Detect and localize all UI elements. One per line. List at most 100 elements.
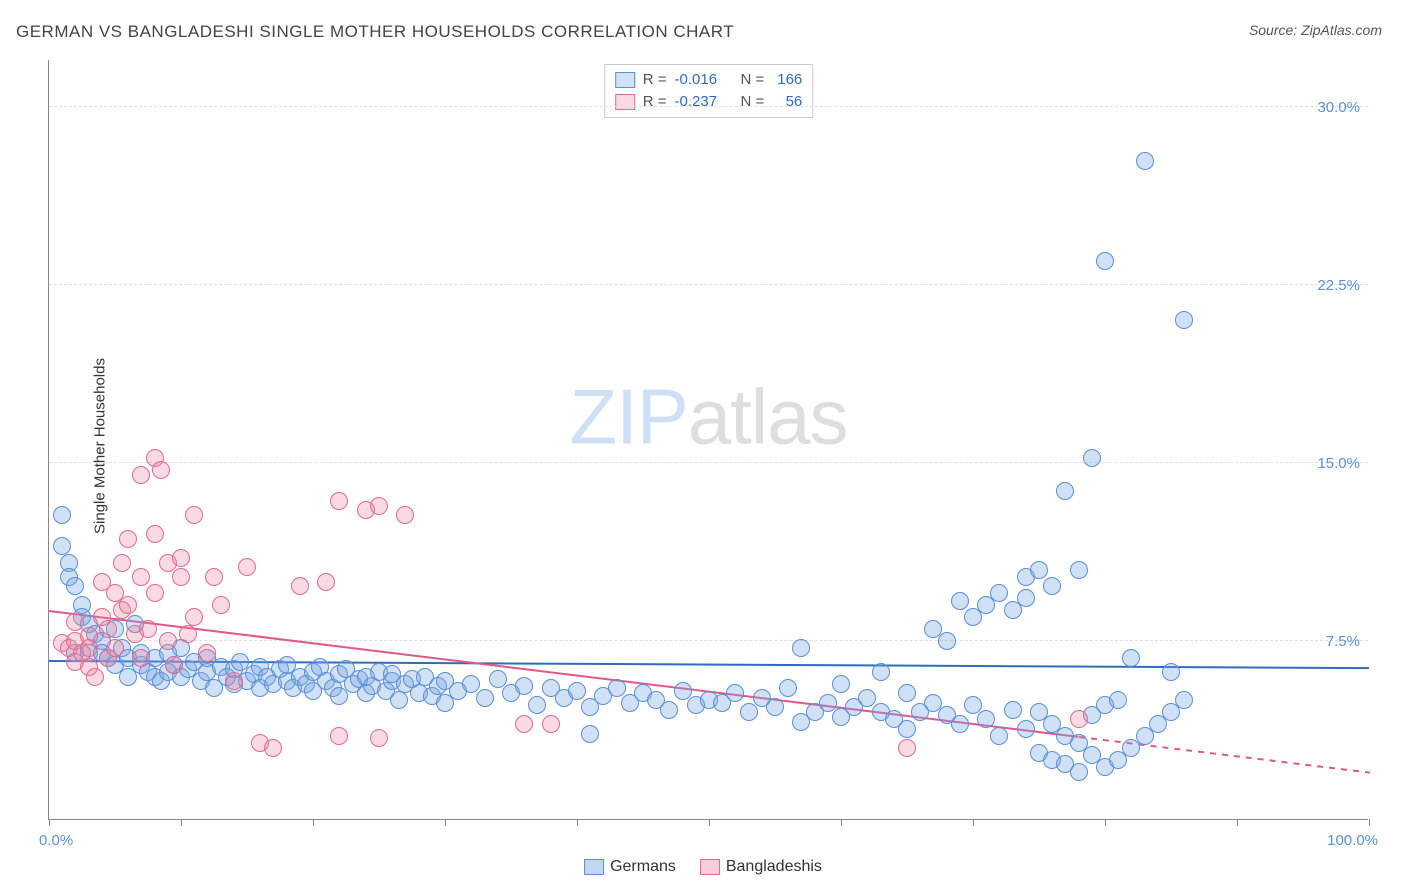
data-point [66,613,84,631]
data-point [80,639,98,657]
data-point [66,577,84,595]
data-point [1136,152,1154,170]
data-point [779,679,797,697]
data-point [132,649,150,667]
data-point [99,620,117,638]
legend-r-value: -0.237 [675,91,725,113]
watermark-part2: atlas [688,372,848,460]
data-point [990,584,1008,602]
data-point [205,568,223,586]
gridline [49,284,1368,285]
data-point [139,620,157,638]
data-point [1175,691,1193,709]
legend-r-value: -0.016 [675,69,725,91]
data-point [872,663,890,681]
data-point [146,584,164,602]
data-point [106,639,124,657]
legend-swatch [700,859,720,875]
x-tick [577,819,578,826]
data-point [898,739,916,757]
data-point [674,682,692,700]
data-point [792,639,810,657]
gridline [49,462,1368,463]
x-tick [709,819,710,826]
gridline [49,640,1368,641]
data-point [515,715,533,733]
data-point [964,696,982,714]
legend-label: Germans [610,858,676,876]
data-point [660,701,678,719]
x-tick [49,819,50,826]
chart-title: GERMAN VS BANGLADESHI SINGLE MOTHER HOUS… [16,22,734,42]
data-point [1004,701,1022,719]
data-point [159,632,177,650]
data-point [370,497,388,515]
data-point [119,530,137,548]
data-point [53,537,71,555]
source-prefix: Source: [1249,22,1301,38]
data-point [832,675,850,693]
data-point [132,466,150,484]
data-point [179,625,197,643]
legend-row: R =-0.237N =56 [615,91,803,113]
data-point [938,632,956,650]
gridline [49,106,1368,107]
data-point [198,644,216,662]
data-point [568,682,586,700]
data-point [1070,561,1088,579]
data-point [330,492,348,510]
watermark: ZIPatlas [569,371,847,462]
data-point [172,549,190,567]
data-point [165,656,183,674]
data-point [476,689,494,707]
data-point [238,558,256,576]
data-point [1083,449,1101,467]
legend-swatch [615,72,635,88]
data-point [489,670,507,688]
data-point [1017,589,1035,607]
data-point [608,679,626,697]
legend-r-label: R = [643,91,667,113]
data-point [898,684,916,702]
y-tick-label: 22.5% [1317,277,1360,294]
x-tick [1237,819,1238,826]
data-point [152,461,170,479]
data-point [1070,763,1088,781]
data-point [1017,720,1035,738]
x-tick [1105,819,1106,826]
source-name: ZipAtlas.com [1301,22,1382,38]
plot-area: ZIPatlas R =-0.016N =166R =-0.237N =56 7… [48,60,1368,820]
data-point [291,577,309,595]
x-tick [313,819,314,826]
data-point [53,506,71,524]
data-point [86,668,104,686]
data-point [990,727,1008,745]
data-point [1056,482,1074,500]
data-point [264,739,282,757]
y-tick-label: 7.5% [1326,633,1360,650]
chart-container: GERMAN VS BANGLADESHI SINGLE MOTHER HOUS… [0,0,1406,892]
data-point [528,696,546,714]
legend-swatch [615,94,635,110]
data-point [726,684,744,702]
x-tick-label: 100.0% [1327,832,1378,849]
legend-item: Germans [584,858,676,876]
data-point [212,596,230,614]
data-point [370,729,388,747]
legend-label: Bangladeshis [726,858,822,876]
legend-n-value: 56 [772,91,802,113]
data-point [819,694,837,712]
data-point [515,677,533,695]
data-point [146,525,164,543]
series-legend: Germans Bangladeshis [584,858,822,876]
x-tick-label: 0.0% [39,832,73,849]
x-tick [445,819,446,826]
x-tick [1369,819,1370,826]
data-point [330,727,348,745]
legend-row: R =-0.016N =166 [615,69,803,91]
y-tick-label: 15.0% [1317,455,1360,472]
data-point [1030,561,1048,579]
data-point [1070,710,1088,728]
data-point [951,592,969,610]
legend-n-value: 166 [772,69,802,91]
